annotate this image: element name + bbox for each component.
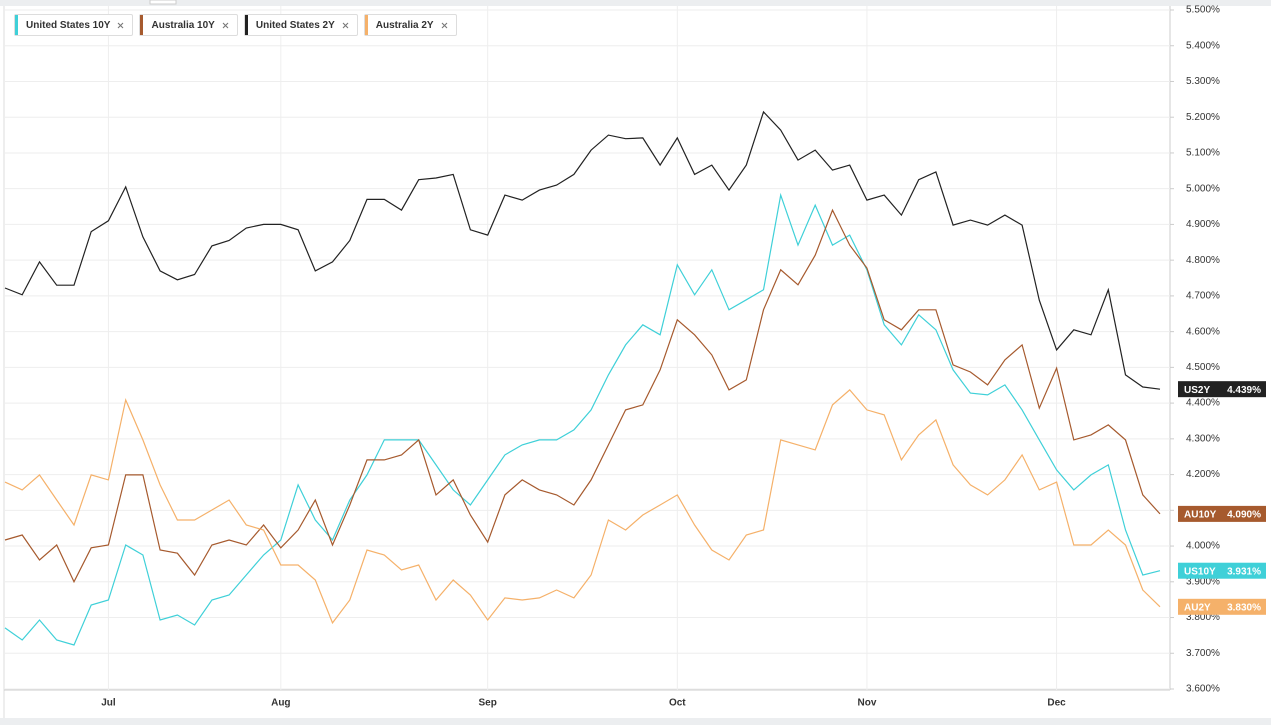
y-tick-label: 5.400% [1186,40,1220,51]
legend-swatch [244,15,248,35]
legend-item[interactable]: Australia 2Y [363,14,457,36]
value-tag-label: 4.439% [1227,385,1261,396]
y-tick-label: 3.800% [1186,612,1220,623]
legend-item[interactable]: Australia 10Y [139,14,238,36]
value-tag-label: 3.830% [1227,602,1261,613]
top-tab [149,0,177,5]
y-tick-label: 5.500% [1186,5,1220,16]
value-tag-label: 3.931% [1227,566,1261,577]
bottom-bar [0,718,1271,725]
legend-remove[interactable] [222,22,229,29]
series-line [4,110,1161,390]
x-tick-label: Oct [669,698,686,709]
y-tick-label: 5.200% [1186,112,1220,123]
y-tick-label: 3.600% [1186,684,1220,695]
series-line [4,389,1161,625]
legend-label: United States 10Y [26,19,111,31]
value-tag [1178,598,1266,615]
legend-remove[interactable] [342,22,349,29]
y-tick-label: 4.300% [1186,433,1220,444]
value-tag-ticker: US10Y [1184,566,1216,577]
y-tick-label: 4.700% [1186,291,1220,302]
y-tick-label: 3.900% [1186,576,1220,587]
value-tag [1178,505,1266,522]
y-tick-label: 4.000% [1186,541,1220,552]
y-tick-label: 5.000% [1186,183,1220,194]
y-tick-label: 5.100% [1186,148,1220,159]
y-tick-label: 4.800% [1186,255,1220,266]
legend-remove[interactable] [117,22,124,29]
legend-swatch [364,15,368,35]
legend: United States 10Y Australia 10Y United Sta… [14,14,457,36]
legend-swatch [140,15,144,35]
value-tag-ticker: AU2Y [1184,602,1211,613]
legend-label: United States 2Y [255,19,335,31]
value-tag [1178,562,1266,579]
series-line [4,192,1161,646]
legend-remove[interactable] [441,22,448,29]
y-tick-label: 4.400% [1186,398,1220,409]
x-tick-label: Sep [479,698,497,709]
value-tag-label: 4.090% [1227,510,1261,521]
x-tick-label: Jul [101,698,116,709]
y-tick-label: 4.500% [1186,362,1220,373]
legend-swatch [15,15,18,35]
value-tag [1178,381,1266,398]
x-tick-label: Dec [1047,698,1066,709]
y-tick-label: 4.600% [1186,326,1220,337]
top-bar [0,0,1271,6]
value-tag-ticker: US2Y [1184,385,1210,396]
legend-item[interactable]: United States 2Y [243,14,358,36]
legend-label: Australia 10Y [151,19,215,31]
value-tag-ticker: AU10Y [1184,510,1217,521]
y-tick-label: 5.300% [1186,76,1220,87]
x-tick-label: Nov [857,698,876,709]
y-tick-label: 4.900% [1186,219,1220,230]
legend-item[interactable]: United States 10Y [14,14,134,36]
series-line [4,208,1161,584]
y-tick-label: 3.700% [1186,648,1220,659]
y-tick-label: 4.200% [1186,469,1220,480]
x-tick-label: Aug [271,698,290,709]
legend-label: Australia 2Y [375,19,434,31]
